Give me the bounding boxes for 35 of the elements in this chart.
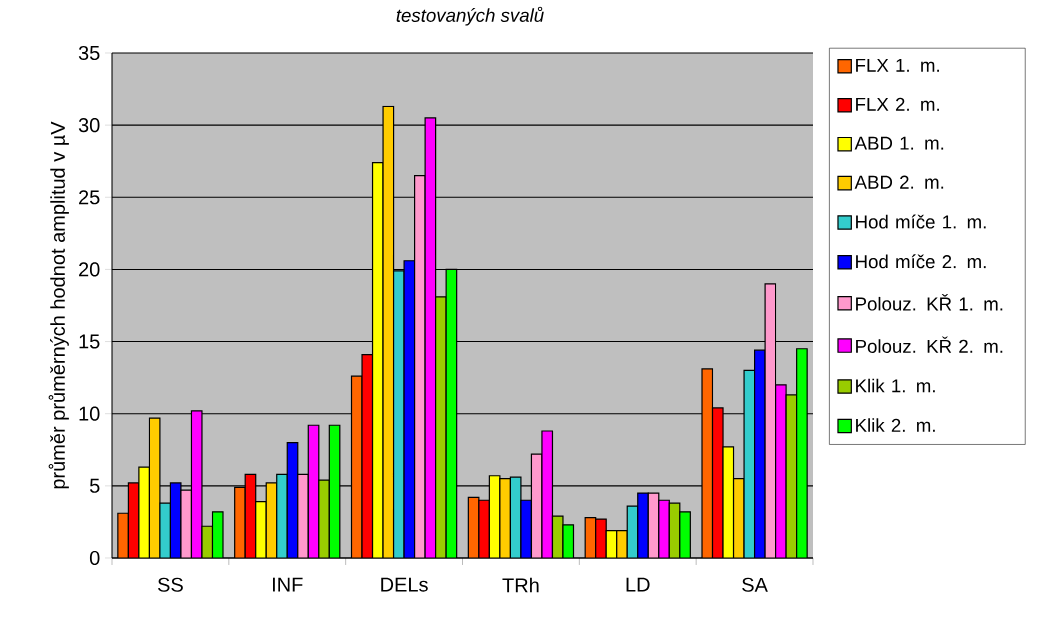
y-tick-label: 20 (79, 262, 100, 277)
bar (117, 512, 129, 558)
y-tick-label: 5 (89, 478, 100, 493)
legend-label: Polouz. KŘ 2. m. (856, 336, 1003, 353)
legend-label: Hod míče 1. m. (856, 214, 986, 229)
legend-label: FLX 2. m. (856, 97, 939, 111)
bar (637, 492, 649, 558)
bar (796, 348, 808, 558)
x-tick-label: DELs (381, 577, 428, 592)
legend-label: Polouz. KŘ 1. m. (856, 294, 1003, 311)
chart-title: testovaných svalů (396, 6, 544, 26)
x-tick-label: SS (157, 577, 183, 592)
legend-label: Hod míče 2. m. (856, 254, 986, 269)
x-tick-label: TRh (502, 577, 539, 593)
y-tick-label: 0 (89, 550, 100, 566)
bar (658, 499, 670, 558)
y-tick-label: 35 (78, 45, 100, 61)
y-tick-label: 30 (78, 118, 100, 133)
legend-label: ABD 2. m. (854, 175, 944, 189)
legend-label: FLX 1. m. (856, 58, 939, 72)
bar (679, 511, 691, 558)
bar (234, 486, 246, 558)
bar (616, 529, 628, 558)
legend-label: Klik 2. m. (856, 418, 935, 432)
y-tick-label: 15 (79, 334, 100, 349)
legend-label: ABD 1. m. (854, 136, 944, 150)
y-tick-label: 25 (79, 190, 100, 205)
bar (297, 473, 309, 558)
legend-label: Klik 1. m. (856, 378, 935, 393)
y-axis-title: průměr průměrných hodnot amplitud v µV (48, 121, 69, 489)
bar (276, 473, 288, 558)
y-tick-label: 10 (79, 406, 100, 421)
x-tick-label: INF (272, 577, 303, 592)
x-tick-label: LD (626, 577, 650, 592)
x-tick-label: SA (742, 577, 768, 592)
